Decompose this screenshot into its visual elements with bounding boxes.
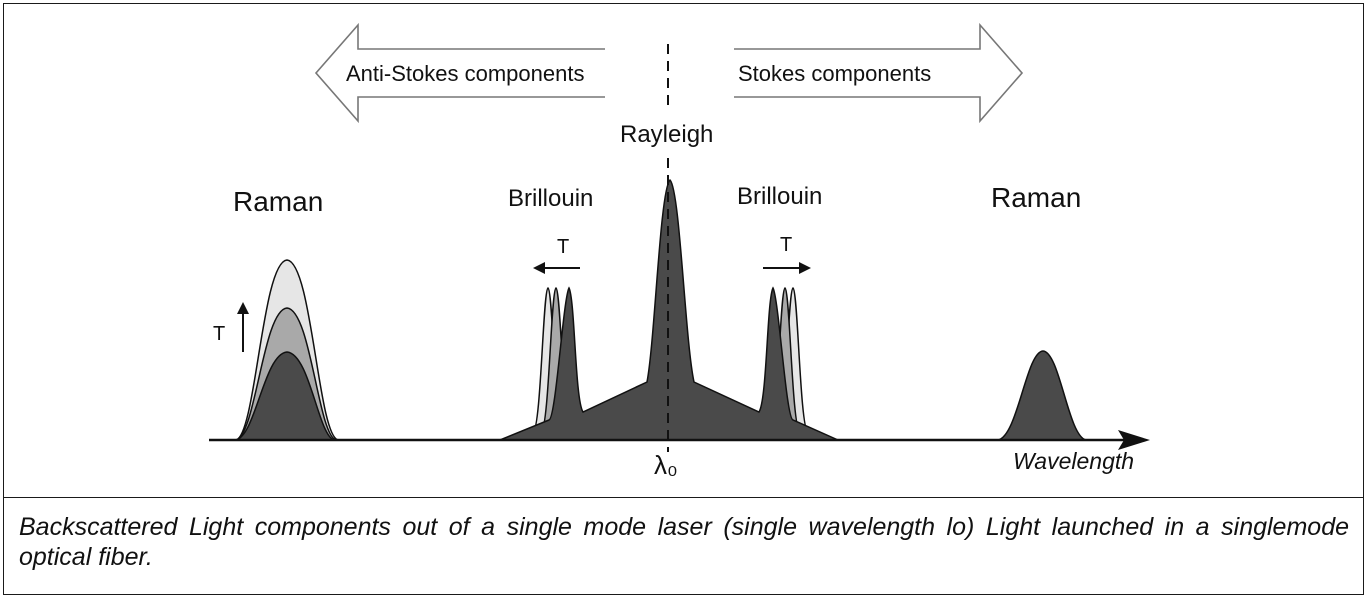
rayleigh-peak bbox=[499, 178, 839, 441]
figure-caption: Backscattered Light components out of a … bbox=[19, 513, 1349, 571]
brillouin-left-t-arrow bbox=[533, 262, 580, 274]
brillouin-right-label: Brillouin bbox=[737, 183, 822, 210]
x-axis-label: Wavelength bbox=[1013, 448, 1134, 474]
raman-t-arrow bbox=[237, 302, 249, 352]
raman-right-peak bbox=[997, 350, 1087, 441]
brillouin-right-t-label: T bbox=[780, 234, 792, 256]
raman-left-peak-low bbox=[235, 351, 335, 441]
raman-t-label: T bbox=[213, 323, 225, 345]
raman-right-label: Raman bbox=[991, 182, 1081, 213]
raman-left-label: Raman bbox=[233, 186, 323, 217]
stokes-label: Stokes components bbox=[738, 61, 931, 86]
rayleigh-label: Rayleigh bbox=[620, 121, 713, 148]
lambda-zero-label: λ₀ bbox=[654, 450, 678, 480]
x-axis-arrowhead bbox=[1118, 430, 1150, 450]
brillouin-right-t-arrow bbox=[763, 262, 811, 274]
caption-divider bbox=[4, 497, 1363, 498]
anti-stokes-label: Anti-Stokes components bbox=[346, 61, 584, 86]
brillouin-left-t-label: T bbox=[557, 236, 569, 258]
anti-stokes-arrow bbox=[314, 22, 605, 124]
brillouin-left-label: Brillouin bbox=[508, 185, 593, 212]
stokes-arrow bbox=[734, 22, 1024, 124]
